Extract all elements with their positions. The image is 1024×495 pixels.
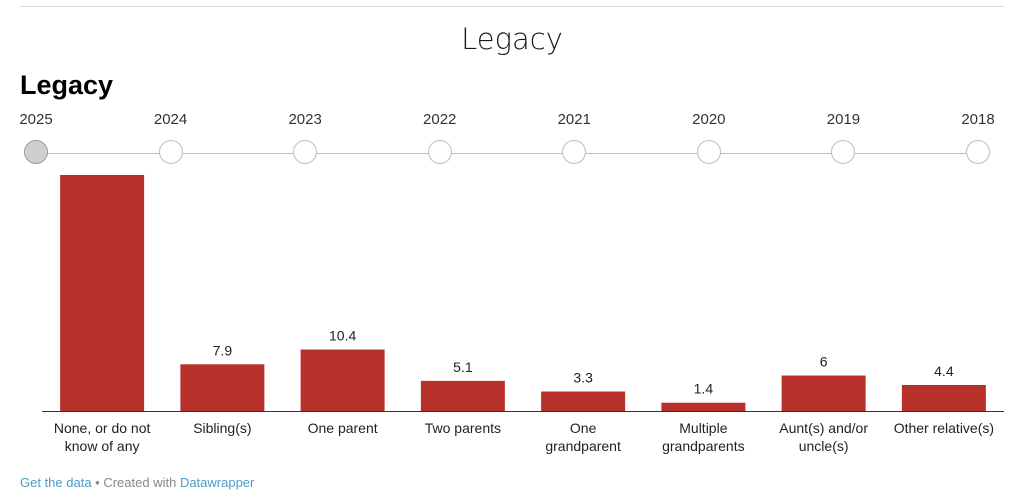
bar-value-label: 1.4	[694, 381, 714, 397]
category-label: know of any	[65, 438, 140, 454]
category-label: One parent	[308, 420, 378, 436]
datawrapper-link[interactable]: Datawrapper	[179, 475, 255, 490]
timeline-year-label: 2024	[153, 111, 188, 128]
bar	[300, 349, 385, 411]
timeline-dot[interactable]	[562, 140, 587, 164]
timeline-step-2020[interactable]: 2020	[669, 110, 749, 164]
timeline-step-2018[interactable]: 2018	[938, 110, 1018, 164]
bar-value-label: 6	[820, 354, 828, 370]
category-label: Other relative(s)	[894, 420, 994, 436]
timeline-dot[interactable]	[158, 140, 183, 164]
timeline-year-label: 2021	[557, 111, 591, 128]
timeline-year-label: 2023	[288, 111, 322, 128]
bar-value-label: 5.1	[453, 359, 473, 375]
timeline-year-label: 2020	[692, 111, 726, 128]
bar	[180, 364, 265, 411]
timeline-dot[interactable]	[24, 140, 48, 164]
timeline-step-2025[interactable]: 2025	[0, 110, 76, 164]
bar	[901, 384, 986, 411]
bar-value-label: 3.3	[573, 369, 593, 385]
bar	[541, 391, 626, 411]
category-label: None, or do not	[54, 420, 151, 436]
chart-title: Legacy	[20, 70, 114, 100]
year-timeline: 2025 2024 2023 2022 2021 2020 2019 2018	[0, 110, 1024, 170]
category-label: Two parents	[425, 420, 501, 436]
category-label: grandparent	[545, 438, 621, 454]
timeline-year-label: 2022	[423, 111, 457, 128]
bar-value-label: 4.4	[934, 363, 954, 379]
bar	[420, 380, 505, 411]
bar	[661, 402, 746, 411]
page-title: Legacy	[461, 22, 563, 56]
category-label: grandparents	[662, 438, 745, 454]
footer: Get the data • Created with Datawrapper	[20, 475, 254, 490]
category-label: Aunt(s) and/or	[779, 420, 868, 436]
category-label: One	[570, 420, 597, 436]
timeline-dot[interactable]	[831, 140, 856, 164]
get-the-data-link[interactable]: Get the data	[20, 475, 92, 490]
category-label: Multiple	[679, 420, 727, 436]
timeline-dot[interactable]	[966, 140, 990, 164]
category-label: uncle(s)	[799, 438, 849, 454]
timeline-step-2021[interactable]: 2021	[534, 110, 614, 164]
bar	[781, 375, 866, 411]
timeline-step-2019[interactable]: 2019	[803, 110, 883, 164]
footer-credit-text: • Created with	[91, 475, 180, 490]
bar-value-label: 7.9	[213, 342, 233, 358]
timeline-year-label: 2025	[19, 111, 53, 128]
timeline-dot[interactable]	[293, 140, 318, 164]
timeline-year-label: 2018	[961, 111, 995, 128]
timeline-step-2023[interactable]: 2023	[265, 110, 345, 164]
timeline-dot[interactable]	[427, 140, 452, 164]
top-divider	[20, 6, 1004, 7]
timeline-year-label: 2019	[826, 111, 861, 128]
timeline-step-2024[interactable]: 2024	[131, 110, 211, 164]
timeline-step-2022[interactable]: 2022	[400, 110, 480, 164]
timeline-dot[interactable]	[696, 140, 721, 164]
category-label: Sibling(s)	[193, 420, 251, 436]
timeline-track	[36, 153, 978, 154]
bar	[60, 175, 145, 412]
bar-value-label: 10.4	[329, 328, 356, 344]
